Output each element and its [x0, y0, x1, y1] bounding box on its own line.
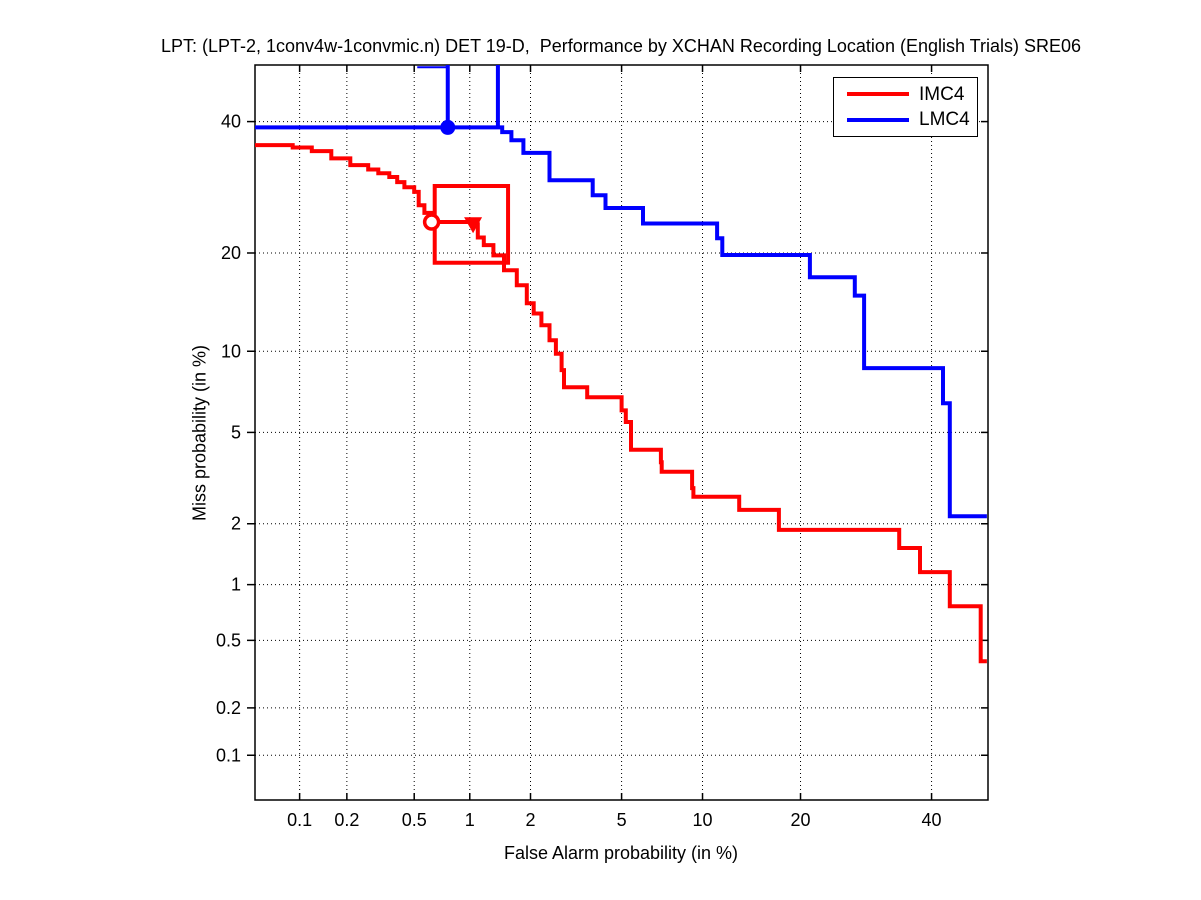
chart-title: LPT: (LPT-2, 1conv4w-1convmic.n) DET 19-… — [160, 36, 1082, 56]
y-tick-label: 5 — [231, 422, 241, 442]
y-tick-label: 1 — [231, 575, 241, 595]
x-tick-label: 0.5 — [402, 810, 427, 830]
det-curve-lmc4 — [255, 125, 987, 519]
y-tick-label: 40 — [221, 112, 241, 132]
legend-entry-imc4: IMC4 — [834, 85, 977, 104]
marker-triangle-down-imc4 — [464, 217, 483, 234]
x-tick-label: 1 — [465, 810, 475, 830]
det-curve-imc4 — [255, 143, 987, 664]
y-axis-label: Miss probability (in %) — [189, 344, 210, 522]
x-tick-label: 0.2 — [334, 810, 359, 830]
x-tick-label: 40 — [922, 810, 942, 830]
y-tick-label: 10 — [221, 341, 241, 361]
legend-label-lmc4: LMC4 — [919, 109, 970, 131]
marker-open-circle-imc4 — [422, 213, 441, 231]
legend-label-imc4: IMC4 — [919, 83, 965, 105]
x-tick-label: 5 — [617, 810, 627, 830]
y-tick-label: 0.1 — [216, 745, 241, 765]
x-tick-label: 20 — [791, 810, 811, 830]
y-tick-label: 0.5 — [216, 630, 241, 650]
marker-filled-circle-lmc4 — [440, 119, 456, 135]
y-tick-label: 2 — [231, 514, 241, 534]
tick-marks — [247, 65, 988, 800]
legend-swatch-lmc4 — [847, 117, 909, 122]
x-tick-label: 0.1 — [287, 810, 312, 830]
x-axis-label: False Alarm probability (in %) — [503, 843, 739, 863]
y-tick-label: 20 — [221, 243, 241, 263]
y-tick-label: 0.2 — [216, 698, 241, 718]
x-tick-label: 2 — [525, 810, 535, 830]
x-tick-label: 10 — [693, 810, 713, 830]
legend-swatch-imc4 — [847, 92, 909, 97]
grid — [255, 65, 988, 800]
legend: IMC4 LMC4 — [833, 77, 978, 137]
legend-entry-lmc4: LMC4 — [834, 110, 977, 129]
tick-labels: 0.1 0.2 0.5 1 2 5 10 20 40 0.1 0.2 0.5 1 2 5 10 20 40 — [216, 112, 942, 830]
